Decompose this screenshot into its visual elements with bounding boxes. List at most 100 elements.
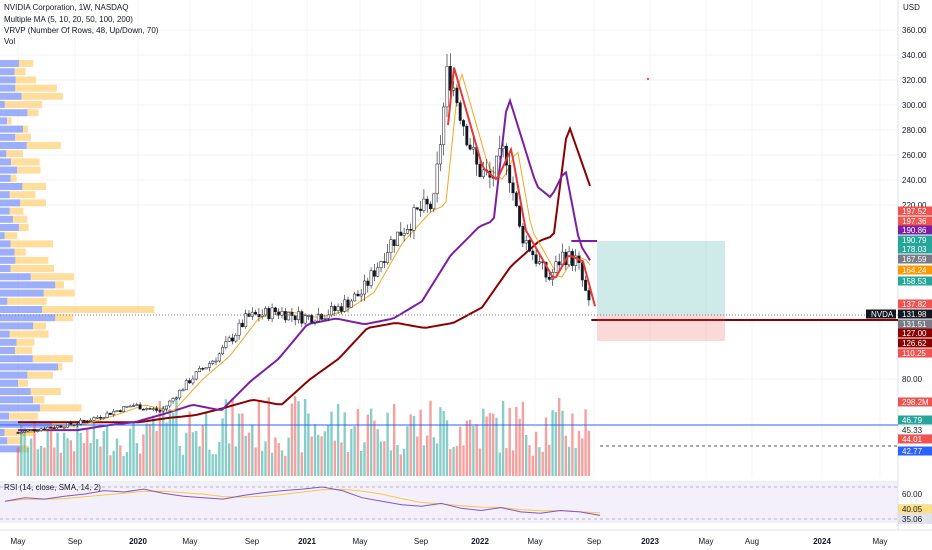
volume-bar — [416, 436, 419, 476]
price-badge-label: 197.36 — [902, 217, 927, 226]
vrvp-up-bar — [0, 101, 5, 108]
candle-body — [19, 431, 23, 434]
volume-bar — [284, 455, 287, 476]
volume-bar — [376, 429, 379, 476]
vrvp-up-bar — [0, 125, 23, 133]
vrvp-down-bar — [33, 322, 47, 330]
vrvp-down-bar — [26, 142, 62, 149]
candle-body — [59, 425, 63, 428]
price-ticks: 360.00 340.00 320.00 300.00 280.00 260.00 240.… — [902, 26, 927, 384]
volume-bars — [16, 396, 591, 476]
volume-bar — [79, 432, 82, 476]
ma-5-line — [447, 67, 596, 307]
candle-body — [320, 313, 324, 320]
vrvp-down-bar — [30, 273, 74, 281]
candle-body — [518, 205, 522, 227]
candle-body — [537, 261, 541, 264]
volume-bar — [297, 401, 300, 476]
candle-body — [181, 389, 185, 392]
volume-bar — [501, 400, 505, 476]
time-tick-label: 2024 — [813, 537, 831, 546]
volume-bar — [185, 432, 188, 476]
position-stop-zone[interactable] — [597, 315, 725, 341]
candle-body — [333, 306, 337, 312]
candle-body — [148, 408, 152, 410]
vrvp-up-bar — [0, 117, 7, 125]
candle-body — [313, 320, 317, 323]
price-badge — [897, 514, 932, 524]
volume-bar — [158, 401, 162, 476]
candle-body — [405, 229, 409, 234]
vrvp-down-bar — [14, 248, 26, 256]
candle-body — [422, 198, 426, 211]
volume-bar — [422, 445, 426, 476]
volume-bar — [439, 407, 442, 476]
volume-bar — [327, 425, 330, 476]
candle-body — [574, 255, 578, 266]
candle-body — [386, 252, 390, 263]
candle-body — [376, 267, 380, 277]
volume-bar — [165, 422, 168, 476]
rsi-legend[interactable]: RSI (14, close, SMA, 14, 2) — [4, 483, 101, 492]
candle-body — [534, 254, 538, 264]
price-axis — [898, 0, 932, 550]
volume-bar — [231, 398, 234, 476]
vrvp-up-bar — [0, 437, 8, 445]
candle-body — [544, 261, 548, 278]
vrvp-up-bar — [0, 215, 13, 223]
candle-body — [356, 293, 360, 297]
position-target-zone[interactable] — [597, 241, 725, 315]
candle-body — [250, 311, 254, 317]
vrvp-up-bar — [0, 142, 27, 149]
volume-bar — [475, 424, 478, 476]
volume-bar — [76, 421, 79, 476]
volume-bar — [99, 446, 102, 476]
candle-body — [462, 120, 465, 127]
candle-body — [330, 306, 333, 316]
vrvp-down-bar — [14, 347, 33, 354]
candle-body — [46, 426, 50, 430]
vrvp-legend[interactable]: VRVP (Number Of Rows, 48, Up/Down, 70) — [4, 26, 159, 35]
volume-bar — [264, 441, 267, 476]
vrvp-down-bar — [43, 289, 75, 297]
volume-bar — [39, 445, 43, 476]
candle-body — [501, 145, 505, 149]
candle-body — [188, 380, 192, 384]
volume-bar — [369, 408, 373, 476]
candle-body — [234, 334, 238, 342]
volume-bar — [567, 446, 571, 476]
candle-body — [580, 262, 584, 281]
marker-dot — [646, 77, 650, 81]
candle-body — [135, 404, 139, 406]
volume-bar — [307, 413, 310, 476]
time-tick-label: Sep — [245, 537, 260, 546]
vrvp-down-bar — [27, 371, 54, 379]
ma-legend[interactable]: Multiple MA (5, 10, 20, 50, 100, 200) — [4, 15, 133, 24]
vrvp-up-bar — [0, 265, 11, 272]
candle-body — [141, 408, 145, 411]
volume-bar — [148, 423, 152, 476]
time-axis — [0, 530, 932, 550]
price-badge-label: 40.05 — [902, 505, 923, 514]
volume-bar — [290, 403, 294, 476]
candle-body — [528, 240, 531, 252]
volume-bar — [409, 414, 412, 476]
vol-legend[interactable]: Vol — [4, 37, 16, 46]
volume-bar — [363, 442, 366, 476]
volume-bar — [445, 420, 449, 476]
candle-body — [554, 261, 558, 273]
candle-body — [584, 279, 588, 291]
candle-body — [481, 169, 485, 177]
rsi-pane[interactable] — [0, 483, 898, 523]
price-badge-label: 190.86 — [902, 226, 927, 235]
price-badge — [898, 446, 932, 456]
volume-bar — [449, 449, 452, 476]
ma-200-line — [18, 125, 591, 424]
candle-body — [524, 240, 528, 244]
candle-body — [105, 412, 109, 418]
price-badge — [898, 348, 932, 358]
volume-bar — [389, 450, 393, 476]
candle-body — [353, 293, 357, 302]
vrvp-down-bar — [30, 388, 61, 395]
